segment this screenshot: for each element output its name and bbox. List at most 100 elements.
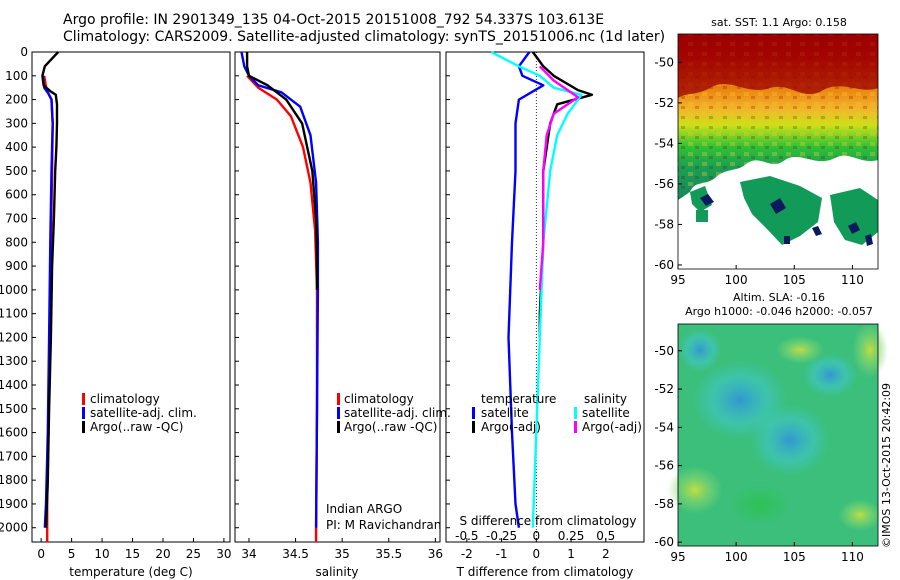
- legend-swatch-s-satellite: [574, 407, 577, 419]
- legend-label-satellite: satellite-adj. clim.: [90, 406, 197, 420]
- x2-tick-label: 0: [532, 529, 540, 543]
- map-lat-label: -60: [654, 258, 674, 272]
- sla-neutral-anomaly: [730, 485, 790, 525]
- depth-tick-label: 800: [5, 235, 28, 249]
- sst-map-panel: sat. SST: 1.1 Argo: 0.158 95 100 105 110 -50…: [654, 16, 879, 287]
- x-tick-label: 0: [532, 547, 540, 561]
- x-tick-label: 34.5: [282, 547, 309, 561]
- profile-title: Argo profile: IN 2901349_135 04-Oct-2015…: [63, 12, 605, 28]
- x-tick-label: 1: [567, 547, 575, 561]
- legend-label-argo: Argo(..raw -QC): [90, 420, 183, 434]
- sla-high-anomaly: [838, 499, 882, 531]
- x-tick-label: 15: [125, 547, 140, 561]
- temperature-axes-frame: [31, 51, 231, 543]
- map-lon-label: 95: [670, 550, 685, 564]
- map-lon-label: 105: [783, 273, 806, 287]
- map-lat-label: -58: [654, 217, 674, 231]
- sst-map-title: sat. SST: 1.1 Argo: 0.158: [711, 16, 847, 29]
- depth-tick-label: 600: [5, 188, 28, 202]
- legend-swatch-t-argo: [472, 421, 475, 433]
- map-lat-label: -56: [654, 459, 674, 473]
- depth-tick-label: 100: [5, 69, 28, 83]
- salinity-series: [240, 51, 320, 542]
- legend-label-climatology: climatology: [344, 392, 414, 406]
- legend-header-salinity: salinity: [584, 392, 627, 406]
- salinity-legend: climatology satellite-adj. clim. Argo(..…: [337, 392, 451, 434]
- sla-map-subtitle: Argo h1000: -0.046 h2000: -0.057: [685, 305, 873, 318]
- legend-label-s-satellite: satellite: [582, 406, 630, 420]
- map-lat-label: -54: [654, 420, 674, 434]
- x-tick-label: 25: [186, 547, 201, 561]
- series-line-difference-0: [507, 51, 545, 528]
- depth-tick-label: 500: [5, 164, 28, 178]
- depth-tick-label: 400: [5, 140, 28, 154]
- depth-tick-label: 2000: [0, 521, 28, 535]
- legend-swatch-s-argo: [574, 421, 577, 433]
- map-lon-label: 95: [670, 273, 685, 287]
- legend-swatch-t-satellite: [472, 407, 475, 419]
- legend-swatch-satellite: [82, 407, 85, 419]
- map-lat-label: -56: [654, 177, 674, 191]
- depth-tick-label: 1300: [0, 354, 28, 368]
- map-lon-label: 100: [725, 550, 748, 564]
- difference-legend: temperature salinity satellite Argo(-adj…: [472, 392, 642, 434]
- temperature-x-axis: 0 5 10 15 20 25 30: [37, 538, 232, 561]
- x-tick-label: 2: [602, 547, 610, 561]
- x-tick-label: 30: [216, 547, 231, 561]
- x-tick-label: 35: [335, 547, 350, 561]
- legend-swatch-satellite: [337, 407, 340, 419]
- x2-tick-label: 0.5: [596, 529, 615, 543]
- depth-tick-label: 1800: [0, 473, 28, 487]
- difference-axes-frame: [445, 51, 645, 543]
- map-lat-label: -52: [654, 96, 674, 110]
- map-lat-label: -54: [654, 136, 674, 150]
- map-lat-label: -50: [654, 55, 674, 69]
- sla-low-anomaly: [678, 328, 722, 372]
- sla-high-anomaly: [776, 336, 824, 364]
- series-line-difference-2: [490, 50, 583, 528]
- depth-axis: 0 100 200 300 400 500 600 700 800 900 1000 1100 1200…: [0, 45, 36, 535]
- depth-tick-label: 700: [5, 212, 28, 226]
- legend-header-temperature: temperature: [481, 392, 556, 406]
- legend-swatch-argo: [82, 421, 85, 433]
- sla-low-anomaly: [802, 353, 858, 397]
- depth-tick-label: 1900: [0, 497, 28, 511]
- legend-label-climatology: climatology: [90, 392, 160, 406]
- t-difference-x-axis: -2 -1 0 1 2: [446, 51, 610, 561]
- t-difference-xlabel: T difference from climatology: [456, 565, 634, 579]
- x2-tick-label: -0.25: [486, 529, 517, 543]
- x-tick-label: 0: [37, 547, 45, 561]
- map-lat-label: -58: [654, 497, 674, 511]
- legend-label-satellite: satellite-adj. clim.: [344, 406, 451, 420]
- difference-panel: -2 -1 0 1 2 T difference from climatology S …: [445, 50, 645, 579]
- sst-map-frame: [677, 33, 879, 270]
- x-tick-label: 34: [241, 547, 256, 561]
- salinity-axes-frame: [234, 51, 441, 543]
- x2-tick-label: -0.5: [455, 529, 478, 543]
- sla-low-anomaly: [750, 404, 830, 476]
- legend-swatch-climatology: [337, 393, 340, 405]
- depth-tick-label: 1400: [0, 378, 28, 392]
- temperature-legend: climatology satellite-adj. clim. Argo(..…: [82, 392, 197, 434]
- map-lon-label: 100: [725, 273, 748, 287]
- temperature-series: [41, 51, 60, 542]
- map-lat-label: -60: [654, 535, 674, 549]
- depth-tick-label: 300: [5, 116, 28, 130]
- map-lon-label: 105: [783, 550, 806, 564]
- imos-credit: ©IMOS 13-Oct-2015 20:42:09: [880, 382, 893, 548]
- s-difference-x-axis: -0.5 -0.25 0 0.25 0.5: [455, 529, 615, 543]
- sla-map-axes: 95 100 105 110 -50 -52 -54 -56 -58 -60: [654, 344, 863, 564]
- depth-tick-label: 900: [5, 259, 28, 273]
- x-tick-label: 35.5: [375, 547, 402, 561]
- x-tick-label: 20: [155, 547, 170, 561]
- sst-map-axes: 95 100 105 110 -50 -52 -54 -56 -58 -60: [654, 55, 863, 287]
- depth-tick-label: 1000: [0, 283, 28, 297]
- data-provider-label: Indian ARGO: [326, 502, 402, 516]
- temperature-panel: 0100200300400500600700800900100011001200…: [0, 45, 232, 579]
- legend-swatch-argo: [337, 421, 340, 433]
- x-tick-label: 36: [428, 547, 443, 561]
- series-line-temperature-2: [41, 51, 60, 528]
- x-tick-label: -1: [496, 547, 508, 561]
- salinity-panel: 34 34.5 35 35.5 36 salinity Indian ARGO PI: …: [234, 51, 443, 579]
